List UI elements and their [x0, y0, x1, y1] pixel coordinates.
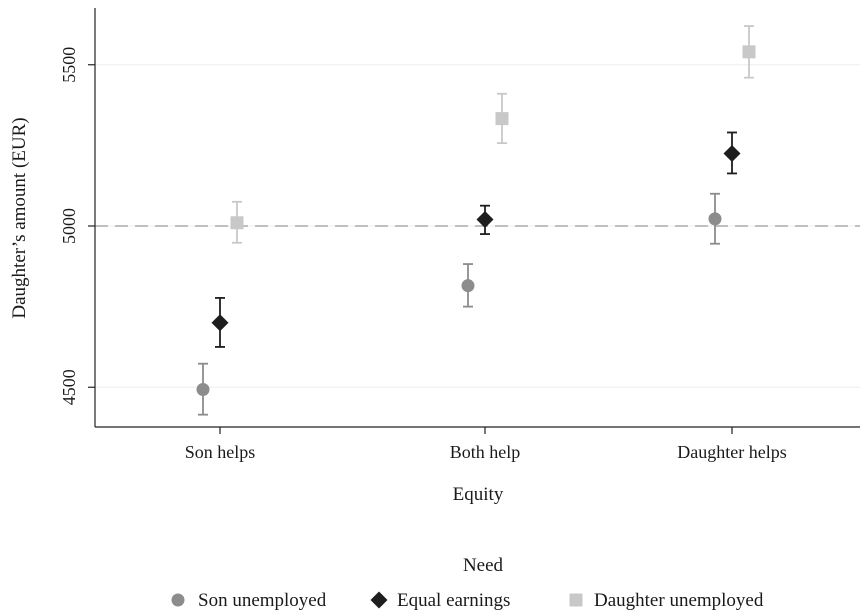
x-tick-label-1: Both help [450, 442, 521, 462]
point-s2-c1 [495, 112, 509, 126]
point-s0-c1 [461, 279, 475, 293]
legend-marker-1 [370, 591, 388, 609]
point-s0-c2 [708, 212, 722, 226]
y-ticks: 4500 5000 5500 [59, 47, 95, 405]
point-s2-c0 [230, 216, 244, 230]
legend-item-2: Daughter unemployed [569, 590, 764, 610]
axes [94, 8, 860, 428]
legend-label-1: Equal earnings [397, 590, 510, 610]
legend-label-2: Daughter unemployed [594, 590, 764, 610]
legend-label-0: Son unemployed [198, 590, 327, 610]
x-tick-label-0: Son helps [185, 442, 256, 462]
y-tick-label-5000: 5000 [59, 208, 79, 244]
legend: Son unemployed Equal earnings Daughter une… [171, 590, 764, 610]
error-bars [198, 25, 754, 416]
point-s2-c2 [742, 45, 756, 59]
data-points [196, 45, 756, 397]
legend-item-0: Son unemployed [171, 590, 327, 610]
x-ticks: Son helps Both help Daughter helps [185, 427, 787, 462]
legend-item-1: Equal earnings [370, 590, 510, 610]
y-axis-title: Daughter’s amount (EUR) [9, 117, 30, 318]
point-s1-c1 [476, 211, 494, 229]
point-s1-c2 [723, 144, 741, 162]
y-tick-label-5500: 5500 [59, 47, 79, 83]
x-axis-title: Equity [453, 484, 504, 505]
legend-marker-2 [569, 593, 583, 607]
legend-marker-0 [171, 593, 185, 607]
x-tick-label-2: Daughter helps [677, 442, 786, 462]
point-s1-c0 [211, 314, 229, 332]
point-s0-c0 [196, 383, 210, 397]
legend-title: Need [463, 555, 504, 576]
y-tick-label-4500: 4500 [59, 369, 79, 405]
